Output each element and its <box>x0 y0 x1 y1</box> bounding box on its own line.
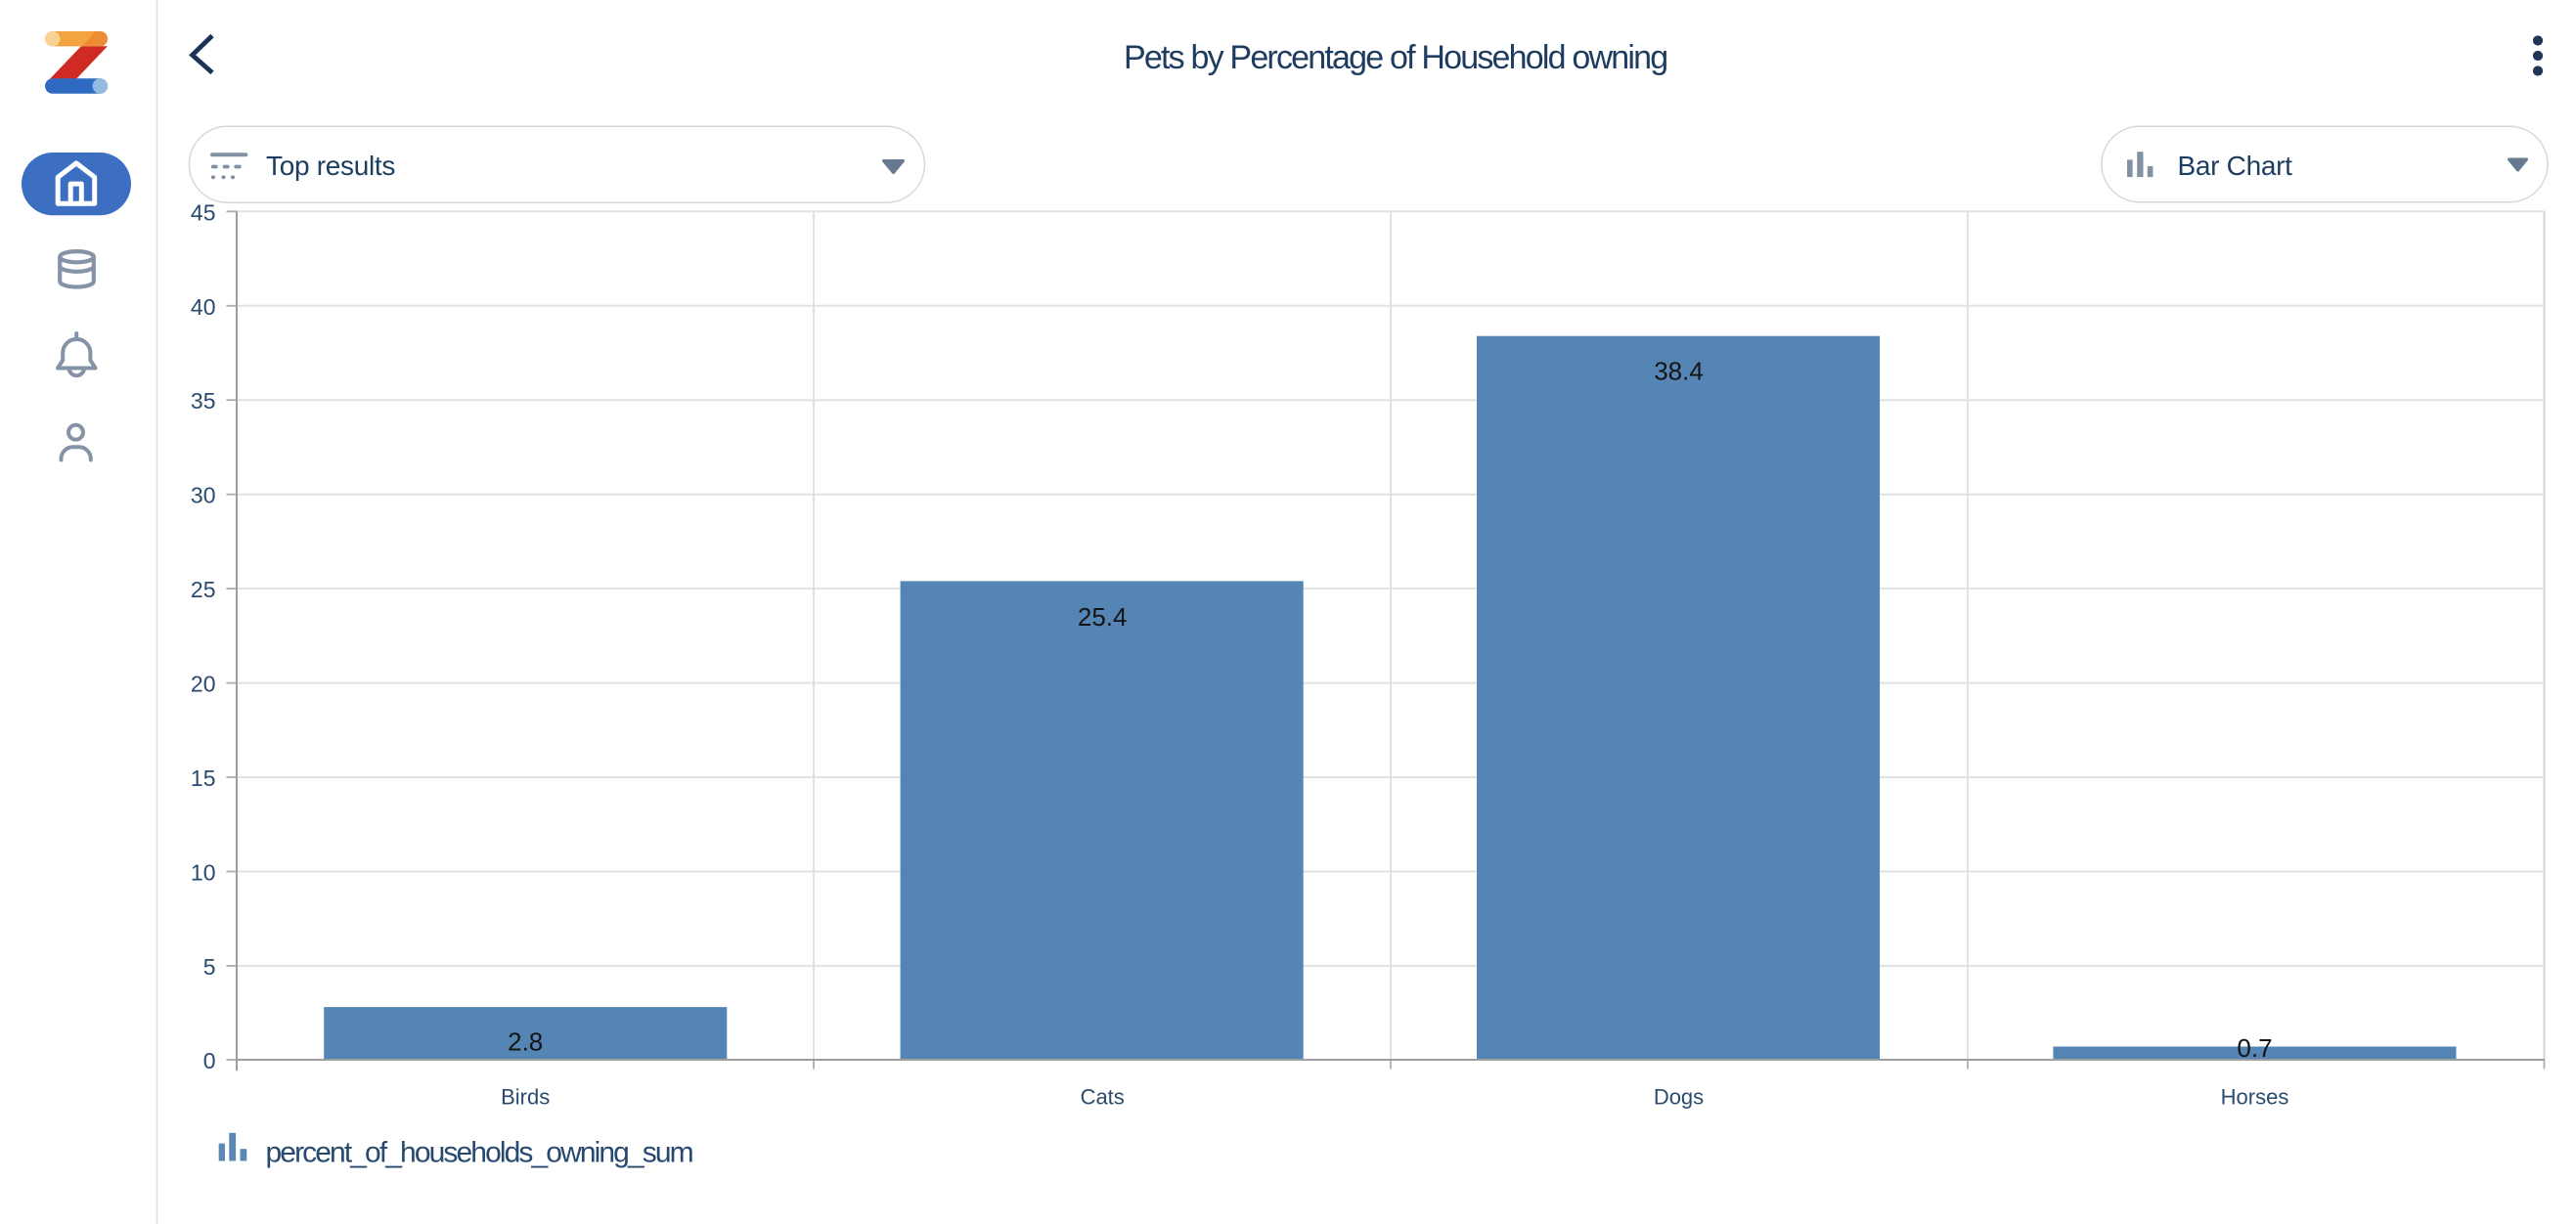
svg-text:2.8: 2.8 <box>508 1027 543 1057</box>
svg-text:10: 10 <box>191 860 216 886</box>
svg-text:15: 15 <box>191 765 216 791</box>
svg-text:0.7: 0.7 <box>2237 1033 2272 1063</box>
svg-text:0: 0 <box>203 1048 216 1073</box>
svg-text:Horses: Horses <box>2221 1085 2289 1110</box>
svg-text:20: 20 <box>191 672 216 697</box>
svg-text:Dogs: Dogs <box>1654 1085 1704 1110</box>
svg-text:Pets by Percentage of Househol: Pets by Percentage of Household owning <box>1124 39 1666 76</box>
svg-text:5: 5 <box>203 954 216 980</box>
svg-text:38.4: 38.4 <box>1654 357 1704 386</box>
svg-text:percent_of_households_owning_s: percent_of_households_owning_sum <box>266 1136 693 1168</box>
svg-text:45: 45 <box>191 199 216 225</box>
svg-text:40: 40 <box>191 294 216 320</box>
svg-text:Bar Chart: Bar Chart <box>2178 151 2293 181</box>
svg-text:35: 35 <box>191 388 216 414</box>
svg-text:30: 30 <box>191 483 216 508</box>
svg-text:Birds: Birds <box>501 1085 550 1110</box>
svg-text:25.4: 25.4 <box>1078 602 1128 632</box>
svg-text:Top results: Top results <box>266 151 395 181</box>
svg-text:Cats: Cats <box>1081 1085 1125 1110</box>
svg-text:25: 25 <box>191 577 216 602</box>
